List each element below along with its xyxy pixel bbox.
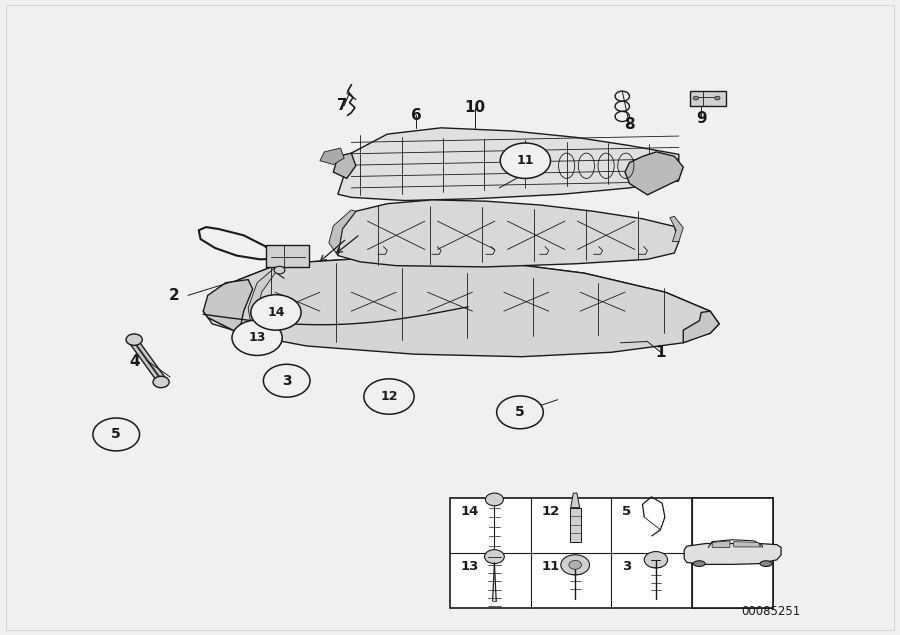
Polygon shape: [320, 148, 344, 164]
Text: 11: 11: [517, 154, 534, 167]
Circle shape: [644, 552, 668, 568]
Polygon shape: [670, 217, 683, 242]
Polygon shape: [328, 210, 356, 255]
Polygon shape: [683, 311, 719, 343]
Text: 2: 2: [168, 288, 179, 303]
Circle shape: [232, 320, 283, 356]
Polygon shape: [203, 279, 253, 333]
Circle shape: [364, 379, 414, 414]
Text: 1: 1: [655, 345, 666, 360]
Text: 14: 14: [461, 505, 479, 518]
Text: 5: 5: [515, 405, 525, 419]
Text: 12: 12: [542, 505, 560, 518]
Polygon shape: [571, 493, 580, 507]
Bar: [450, 498, 773, 608]
Text: 5: 5: [622, 505, 632, 518]
Circle shape: [93, 418, 140, 451]
Circle shape: [497, 396, 544, 429]
Text: 00085251: 00085251: [742, 605, 801, 618]
Text: 6: 6: [410, 108, 421, 123]
Polygon shape: [338, 128, 679, 201]
Polygon shape: [684, 544, 781, 565]
Polygon shape: [203, 257, 719, 356]
Polygon shape: [712, 541, 730, 547]
Ellipse shape: [693, 561, 706, 566]
Circle shape: [500, 143, 551, 178]
Circle shape: [153, 377, 169, 388]
Text: 10: 10: [464, 100, 486, 115]
Text: 9: 9: [696, 111, 706, 126]
Bar: [690, 91, 726, 105]
Bar: [570, 507, 580, 542]
Circle shape: [484, 550, 504, 564]
Text: 13: 13: [461, 560, 479, 573]
Circle shape: [715, 97, 720, 100]
Circle shape: [274, 266, 285, 274]
Polygon shape: [734, 542, 760, 547]
Polygon shape: [625, 152, 683, 195]
Bar: [266, 245, 309, 267]
Polygon shape: [129, 342, 166, 380]
Text: 4: 4: [129, 354, 140, 370]
Circle shape: [251, 295, 302, 330]
Polygon shape: [248, 264, 280, 333]
Text: 11: 11: [542, 560, 560, 573]
Bar: [692, 498, 773, 608]
Text: 14: 14: [267, 306, 284, 319]
Circle shape: [264, 364, 310, 397]
Circle shape: [485, 493, 503, 505]
Circle shape: [693, 97, 698, 100]
Ellipse shape: [760, 561, 772, 566]
Text: 5: 5: [112, 427, 122, 441]
Text: 13: 13: [248, 331, 266, 344]
Polygon shape: [208, 257, 710, 357]
Text: 3: 3: [282, 374, 292, 388]
Text: 12: 12: [380, 390, 398, 403]
Circle shape: [561, 555, 590, 575]
Text: 3: 3: [622, 560, 632, 573]
Circle shape: [126, 334, 142, 345]
Polygon shape: [333, 153, 356, 178]
Circle shape: [569, 561, 581, 570]
Text: 7: 7: [337, 98, 347, 113]
Polygon shape: [338, 200, 679, 267]
Text: 8: 8: [624, 117, 634, 132]
